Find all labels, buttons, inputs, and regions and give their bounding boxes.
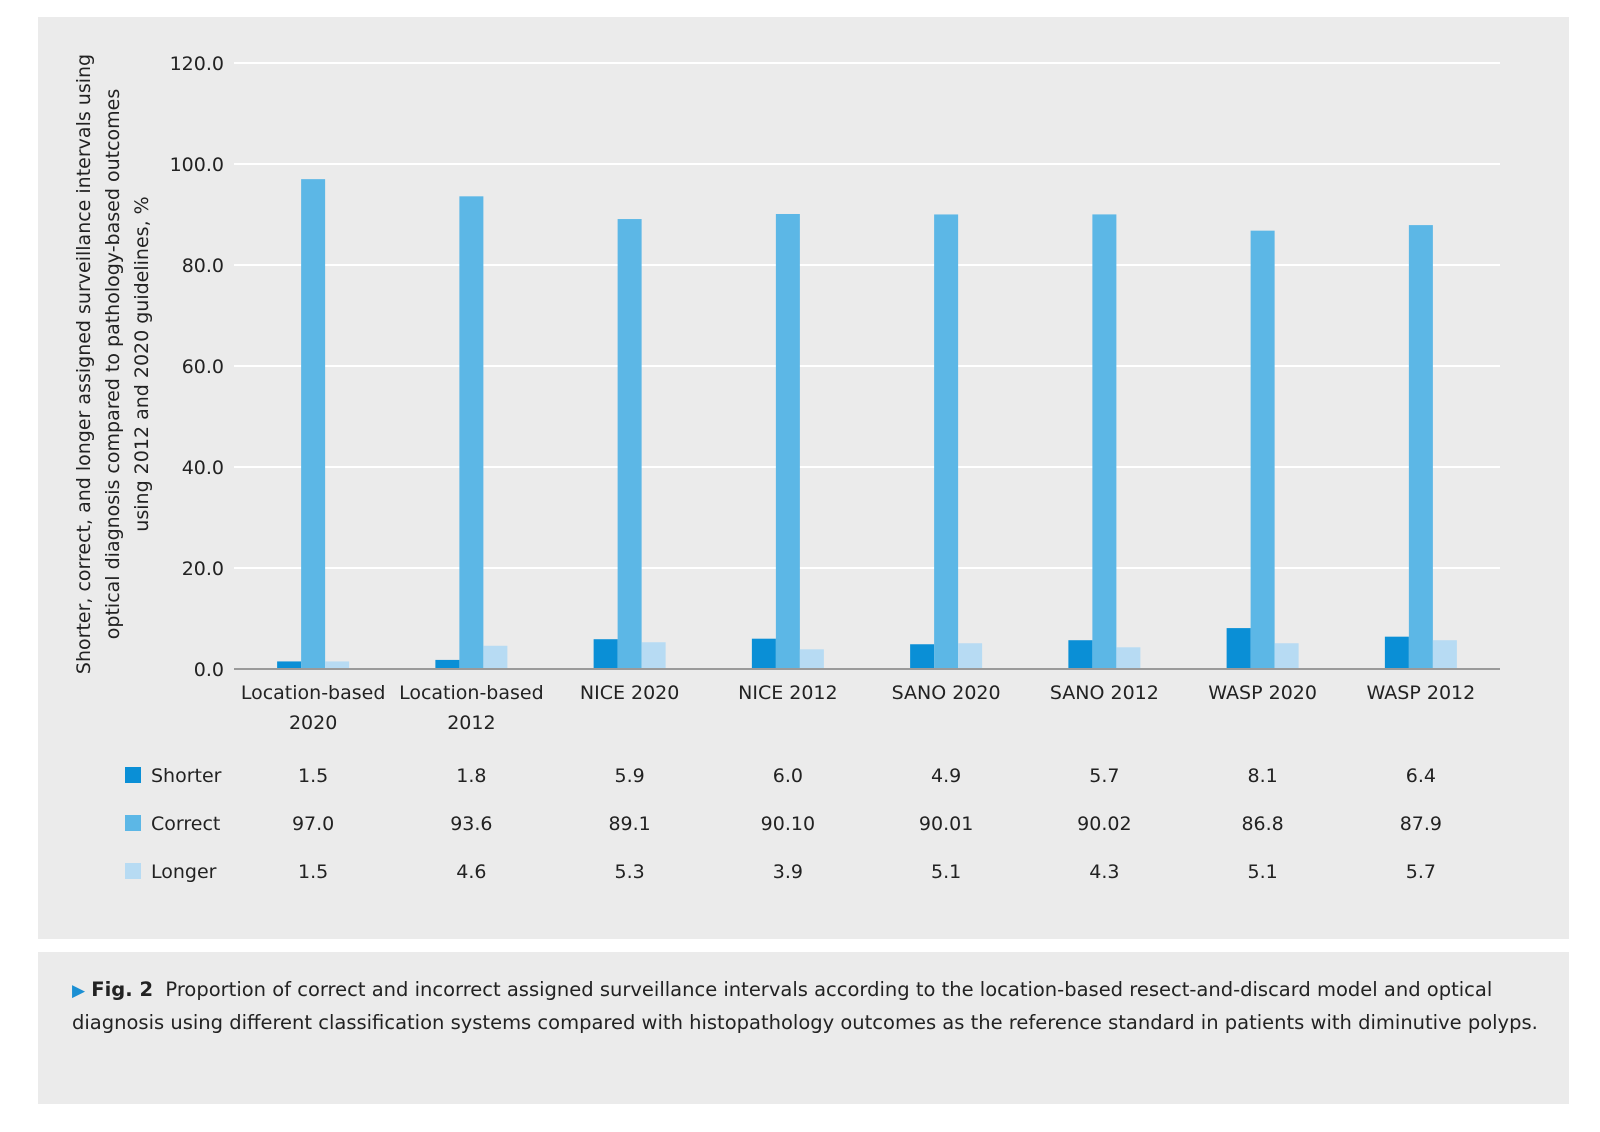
bar-shorter — [435, 659, 460, 669]
table-value: 5.1 — [931, 861, 961, 883]
bar-longer — [325, 661, 350, 669]
table-value: 97.0 — [292, 813, 334, 835]
table-value: 5.1 — [1248, 861, 1278, 883]
table-value: 3.9 — [773, 861, 803, 883]
y-axis-label: Shorter, correct, and longer assigned su… — [73, 54, 95, 674]
bar-correct — [459, 196, 484, 669]
x-category-label: NICE 2020 — [580, 682, 679, 704]
bar-correct — [301, 179, 326, 669]
bar-longer — [1116, 647, 1141, 669]
bar-shorter — [1226, 628, 1251, 669]
table-value: 5.7 — [1089, 765, 1119, 787]
y-tick-label: 60.0 — [182, 356, 224, 378]
bar-shorter — [1068, 640, 1093, 669]
table-value: 6.0 — [773, 765, 803, 787]
table-value: 1.5 — [298, 765, 328, 787]
chart-panel: 0.0 20.0 40.0 60.0 80.0 100.0 120.0 Location-ba… — [38, 17, 1569, 939]
caption-body: Proportion of correct and incorrect assi… — [72, 978, 1538, 1034]
legend-label-shorter: Shorter — [151, 765, 222, 787]
bar-shorter — [277, 661, 302, 669]
table-value: 1.5 — [298, 861, 328, 883]
bar-longer — [1432, 640, 1457, 669]
legend-swatch-correct — [125, 815, 141, 831]
bar-longer — [958, 643, 983, 669]
bar-correct — [775, 213, 800, 669]
x-category-label: WASP 2020 — [1208, 682, 1317, 704]
table-value: 89.1 — [608, 813, 650, 835]
legend-swatch-longer — [125, 863, 141, 879]
table-value: 4.3 — [1089, 861, 1119, 883]
y-tick-label: 40.0 — [182, 457, 224, 479]
legend-label-longer: Longer — [151, 861, 217, 883]
x-category-label: SANO 2020 — [892, 682, 1001, 704]
bar-shorter — [910, 644, 935, 669]
table-value: 90.01 — [919, 813, 973, 835]
table-value: 5.7 — [1406, 861, 1436, 883]
table-value: 86.8 — [1241, 813, 1283, 835]
x-category-label: SANO 2012 — [1050, 682, 1159, 704]
bar-correct — [1092, 214, 1117, 670]
y-tick-label: 20.0 — [182, 558, 224, 580]
bar-correct — [1250, 230, 1275, 669]
bar-correct — [617, 219, 642, 670]
bar-longer — [641, 642, 666, 669]
y-tick-label: 0.0 — [194, 659, 224, 681]
table-value: 87.9 — [1400, 813, 1442, 835]
table-value: 90.10 — [761, 813, 815, 835]
legend-label-correct: Correct — [151, 813, 220, 835]
bar-shorter — [751, 638, 776, 669]
bar-correct — [1408, 225, 1433, 670]
bar-correct — [934, 214, 959, 669]
figure-caption: ▶ Fig. 2 Proportion of correct and incor… — [38, 952, 1569, 1104]
bar-longer — [799, 649, 824, 669]
table-value: 4.9 — [931, 765, 961, 787]
caption-text: ▶ Fig. 2 Proportion of correct and incor… — [72, 974, 1542, 1038]
table-value: 4.6 — [456, 861, 486, 883]
y-tick-label: 100.0 — [170, 154, 224, 176]
y-tick-label: 120.0 — [170, 53, 224, 75]
table-value: 1.8 — [456, 765, 486, 787]
table-value: 5.9 — [615, 765, 645, 787]
x-category-label: NICE 2012 — [738, 682, 837, 704]
table-value: 90.02 — [1077, 813, 1131, 835]
x-category-label: 2020 — [289, 712, 337, 734]
bar-longer — [1274, 643, 1299, 669]
table-value: 6.4 — [1406, 765, 1436, 787]
table-value: 5.3 — [615, 861, 645, 883]
legend-swatch-shorter — [125, 767, 141, 783]
bar-longer — [483, 645, 508, 669]
bar-shorter — [1384, 636, 1409, 669]
table-value: 8.1 — [1248, 765, 1278, 787]
x-category-label: Location-based — [241, 682, 386, 704]
bar-chart: 0.0 20.0 40.0 60.0 80.0 100.0 120.0 Location-ba… — [73, 53, 1500, 883]
y-axis-label: using 2012 and 2020 guidelines, % — [131, 196, 153, 531]
bar-shorter — [593, 639, 618, 669]
x-category-label: WASP 2012 — [1367, 682, 1476, 704]
x-category-label: Location-based — [399, 682, 544, 704]
x-category-label: 2012 — [447, 712, 495, 734]
y-axis-label: optical diagnosis compared to pathology-… — [102, 89, 124, 639]
caption-arrow-icon: ▶ — [72, 981, 86, 1001]
y-tick-label: 80.0 — [182, 255, 224, 277]
table-value: 93.6 — [450, 813, 492, 835]
caption-figure-label: Fig. 2 — [91, 978, 154, 1001]
